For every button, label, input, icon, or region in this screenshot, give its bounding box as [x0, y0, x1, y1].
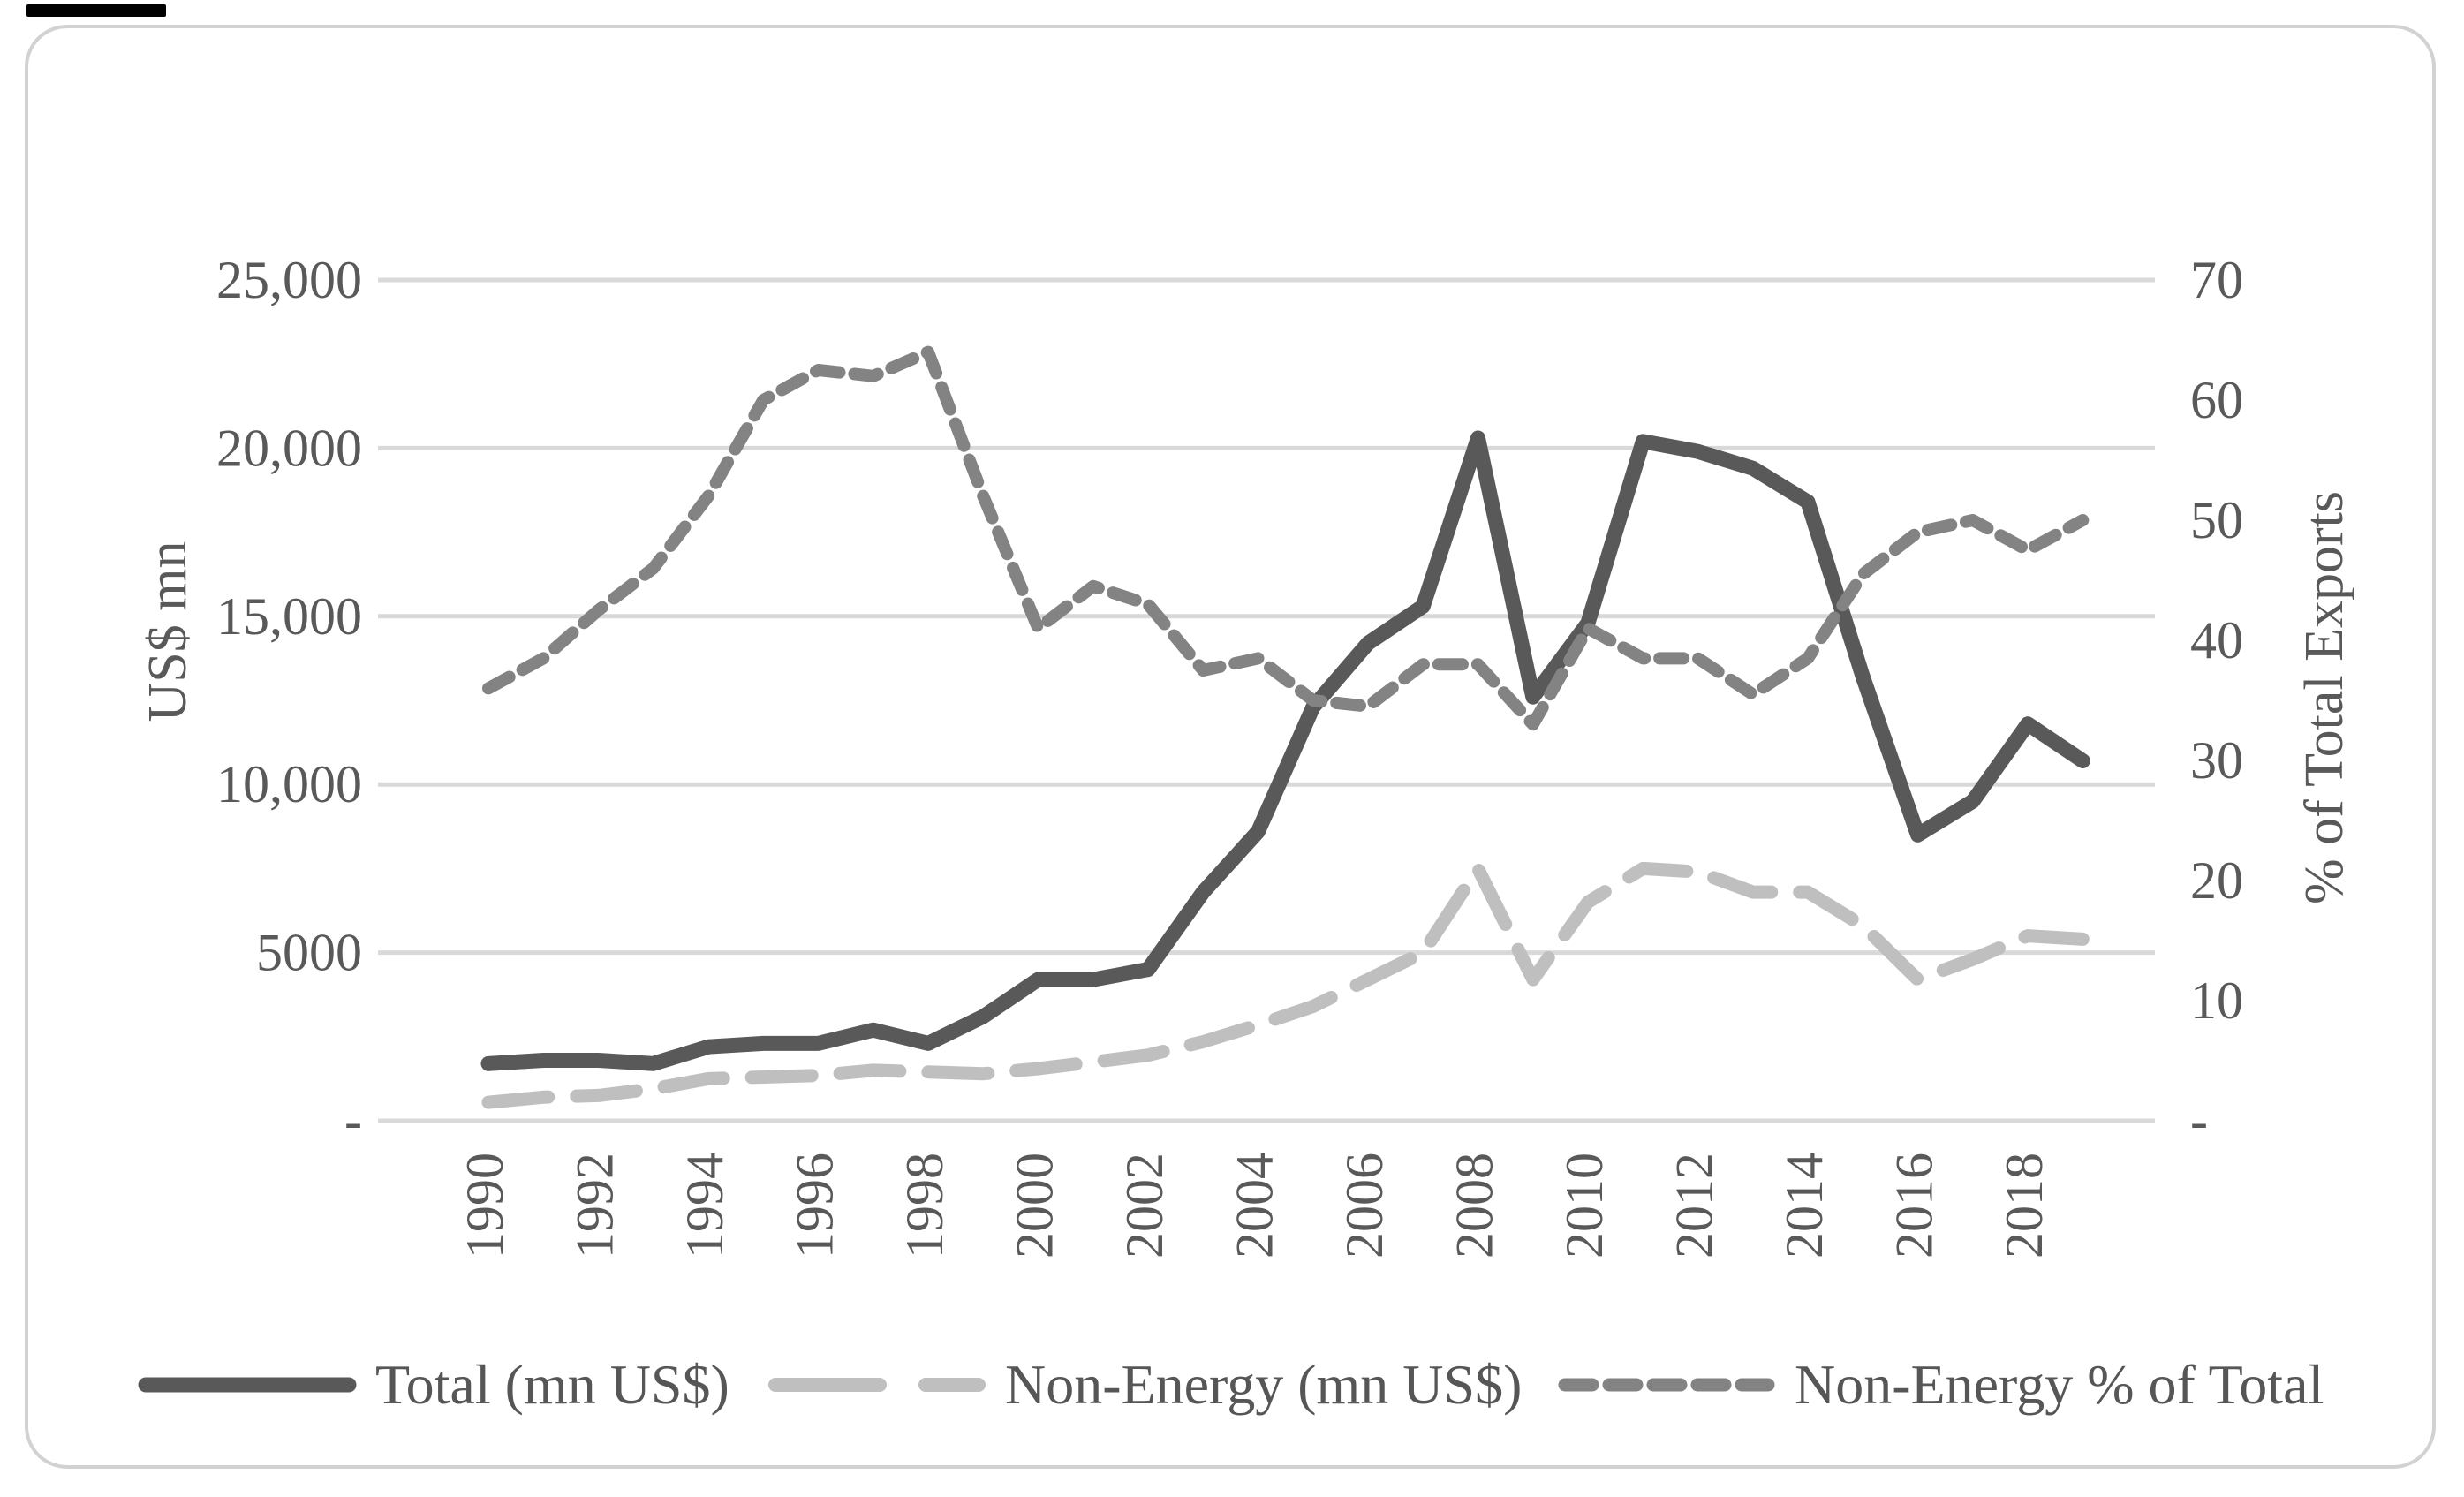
y-right-tick-label: -	[2190, 1092, 2208, 1150]
x-tick-label: 2012	[1666, 1153, 1724, 1259]
y-left-tick-label: 20,000	[216, 419, 362, 477]
x-tick-label: 2016	[1886, 1153, 1944, 1259]
y-left-tick-label: 10,000	[216, 755, 362, 813]
y-right-tick-label: 40	[2190, 611, 2243, 669]
x-tick-label: 2006	[1335, 1153, 1394, 1259]
x-tick-label: 1998	[896, 1153, 954, 1259]
x-tick-label: 2010	[1555, 1153, 1614, 1259]
non-energy-line-swatch-icon	[768, 1378, 986, 1392]
x-tick-label: 2004	[1226, 1153, 1284, 1259]
y-right-tick-label: 60	[2190, 371, 2243, 429]
x-tick-label: 2014	[1775, 1153, 1833, 1259]
x-tick-label: 1994	[676, 1153, 734, 1259]
legend-item-non-energy: Non-Energy (mn US$)	[767, 1350, 1522, 1420]
non-energy-pct-line-swatch-icon	[1558, 1378, 1775, 1392]
y-right-tick-label: 50	[2190, 491, 2243, 549]
x-tick-label: 2002	[1115, 1153, 1174, 1259]
series-line-total-mn-us	[480, 430, 2090, 1071]
y-left-tick-label: -	[344, 1092, 362, 1150]
x-axis-tick-labels: 1990 1992 1994 1996 1998 2000 2002 2004 2006 2008…	[456, 1153, 2053, 1259]
y-axis-left-tick-labels: 25,000 20,000 15,000 10,000 5000 -	[216, 251, 362, 1150]
gridlines	[378, 277, 2155, 1123]
legend-label-total: Total (mn US$)	[375, 1353, 729, 1416]
y-axis-left-title: US$ mn	[138, 541, 198, 722]
top-bar-artifact	[26, 4, 166, 17]
y-right-tick-label: 20	[2190, 851, 2243, 910]
series-line-non-energy-of-total	[482, 345, 2090, 731]
legend-label-non-energy: Non-Energy (mn US$)	[1005, 1353, 1523, 1416]
legend: Total (mn US$) Non-Energy (mn US$) Non-E…	[0, 1350, 2464, 1420]
y-axis-right-title: % of Total Exports	[2294, 491, 2354, 904]
x-tick-label: 2000	[1006, 1153, 1064, 1259]
y-axis-right-tick-labels: 70 60 50 40 30 20 10 -	[2190, 251, 2243, 1150]
y-right-tick-label: 70	[2190, 251, 2243, 309]
y-right-tick-label: 30	[2190, 731, 2243, 790]
x-tick-label: 1990	[456, 1153, 514, 1259]
legend-label-non-energy-pct: Non-Energy % of Total	[1795, 1353, 2324, 1416]
figure-border	[25, 25, 2436, 1469]
x-tick-label: 2008	[1446, 1153, 1504, 1259]
x-tick-label: 1996	[786, 1153, 844, 1259]
y-left-tick-label: 25,000	[216, 251, 362, 309]
y-right-tick-label: 10	[2190, 972, 2243, 1030]
x-tick-label: 2018	[1995, 1153, 2053, 1259]
total-line-swatch-icon	[138, 1377, 357, 1393]
y-left-tick-label: 15,000	[216, 587, 362, 646]
series-line-non-energy-mn-us	[481, 861, 2090, 1109]
x-tick-label: 1992	[566, 1153, 624, 1259]
series-lines	[480, 345, 2090, 1109]
legend-item-non-energy-pct: Non-Energy % of Total	[1556, 1350, 2324, 1420]
legend-item-total: Total (mn US$)	[137, 1350, 729, 1420]
y-left-tick-label: 5000	[256, 924, 362, 982]
